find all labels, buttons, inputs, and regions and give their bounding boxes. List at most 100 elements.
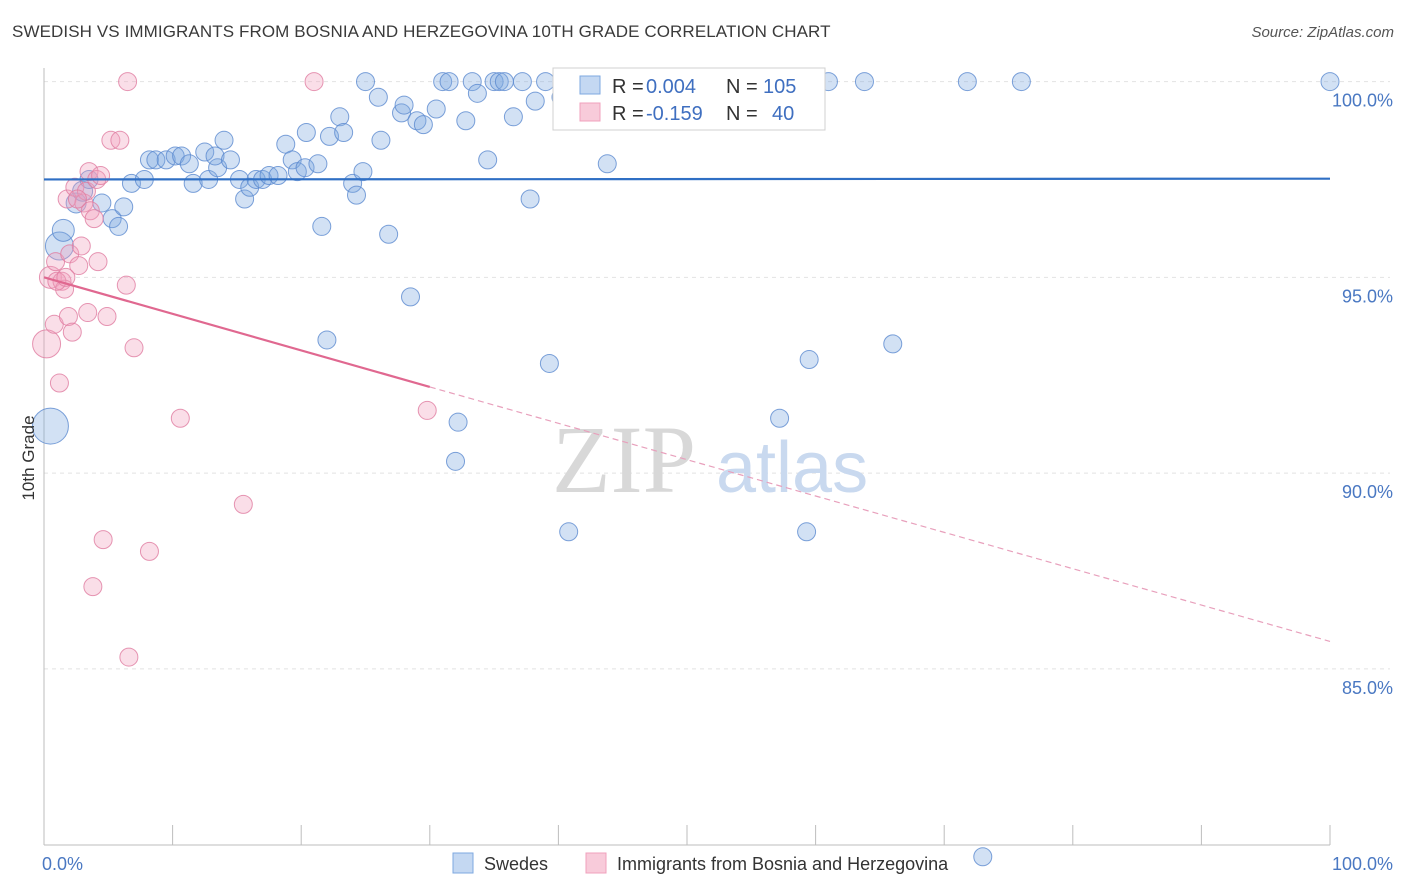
point-swedes [346,185,366,205]
point-swedes [770,408,790,428]
point-swedes [401,287,421,307]
bottom-legend-swatch-swedes [452,852,474,874]
bottom-legend: Swedes Immigrants from Bosnia and Herzeg… [452,852,949,874]
point-swedes [957,72,977,92]
point-swedes [214,130,234,150]
point-swedes [536,72,556,92]
point-swedes [392,103,412,123]
bottom-legend-swatch-bosnia [585,852,607,874]
watermark-zip: ZIP [552,406,696,513]
point-swedes [379,224,399,244]
point-swedes [446,451,466,471]
point-swedes [220,150,240,170]
point-swedes [319,126,339,146]
point-bosnia [304,72,324,92]
x-tick-label-min: 0.0% [42,854,83,874]
point-swedes [494,72,514,92]
trend-line-bosnia-extension [429,386,1331,642]
point-swedes [520,189,540,209]
point-swedes [146,150,166,170]
watermark: ZIP atlas [552,406,868,513]
y-tick-labels: 100.0% 95.0% 90.0% 85.0% [1332,91,1393,698]
point-bosnia [32,329,62,359]
y-tick-label: 85.0% [1342,678,1393,698]
point-swedes [31,407,69,445]
point-swedes [296,122,316,142]
point-bosnia [170,408,190,428]
point-bosnia [110,130,130,150]
point-bosnia [118,72,138,92]
point-swedes [433,72,453,92]
bottom-legend-label-swedes: Swedes [484,854,548,874]
point-bosnia [58,306,78,326]
point-bosnia [417,400,437,420]
x-tick-label-max: 100.0% [1332,854,1393,874]
point-swedes [525,91,545,111]
grid-lines [44,81,1390,670]
point-swedes [334,122,354,142]
point-swedes [799,350,819,370]
point-swedes [195,142,215,162]
legend: R = 0.004 N = 105 R = -0.159 N = 40 [552,67,826,131]
point-swedes [413,115,433,135]
point-swedes [797,522,817,542]
point-swedes [205,146,225,166]
chart-title: SWEDISH VS IMMIGRANTS FROM BOSNIA AND HE… [12,22,831,41]
legend-n-label-swedes: N = [726,76,758,98]
point-swedes [235,189,255,209]
legend-r-value-bosnia: -0.159 [646,103,703,125]
legend-r-label-swedes: R = [612,76,644,98]
point-bosnia [62,322,82,342]
point-bosnia [71,236,91,256]
point-swedes [139,150,159,170]
point-swedes [394,95,414,115]
point-swedes [114,197,134,217]
point-swedes [51,218,75,242]
point-swedes [503,107,523,127]
trend-line-swedes [43,177,1331,181]
y-tick-label: 90.0% [1342,482,1393,502]
axes [43,68,1331,846]
point-swedes [353,162,373,182]
legend-r-label-bosnia: R = [612,103,644,125]
watermark-atlas: atlas [716,428,868,508]
point-bosnia [78,303,98,323]
point-swedes [597,154,617,174]
legend-swatch-bosnia [579,102,601,122]
point-bosnia [84,209,104,229]
legend-n-value-swedes: 105 [763,76,796,98]
point-swedes [439,72,459,92]
point-swedes [295,158,315,178]
legend-swatch-swedes [579,75,601,95]
point-bosnia [79,162,99,182]
point-swedes [854,72,874,92]
point-swedes [1011,72,1031,92]
point-swedes [368,87,388,107]
point-bosnia [124,338,144,358]
point-swedes [156,150,176,170]
point-bosnia [97,306,117,326]
point-bosnia [116,275,136,295]
point-swedes [448,412,468,432]
point-bosnia [49,373,69,393]
point-bosnia [91,166,111,186]
point-bosnia [52,271,72,291]
point-swedes [489,72,509,92]
point-swedes [268,166,288,186]
point-bosnia [67,189,87,209]
point-swedes [512,72,532,92]
point-bosnia [119,647,139,667]
x-tick-labels: 0.0% 100.0% [42,854,1393,874]
point-swedes [317,330,337,350]
legend-n-label-bosnia: N = [726,103,758,125]
y-tick-label: 95.0% [1342,286,1393,306]
point-swedes [356,72,375,92]
point-swedes [330,107,350,127]
point-swedes [883,334,903,354]
point-bosnia [233,494,253,514]
point-swedes [1320,72,1340,92]
legend-n-value-bosnia: 40 [772,103,794,125]
point-swedes [539,353,559,373]
point-swedes [312,216,332,236]
